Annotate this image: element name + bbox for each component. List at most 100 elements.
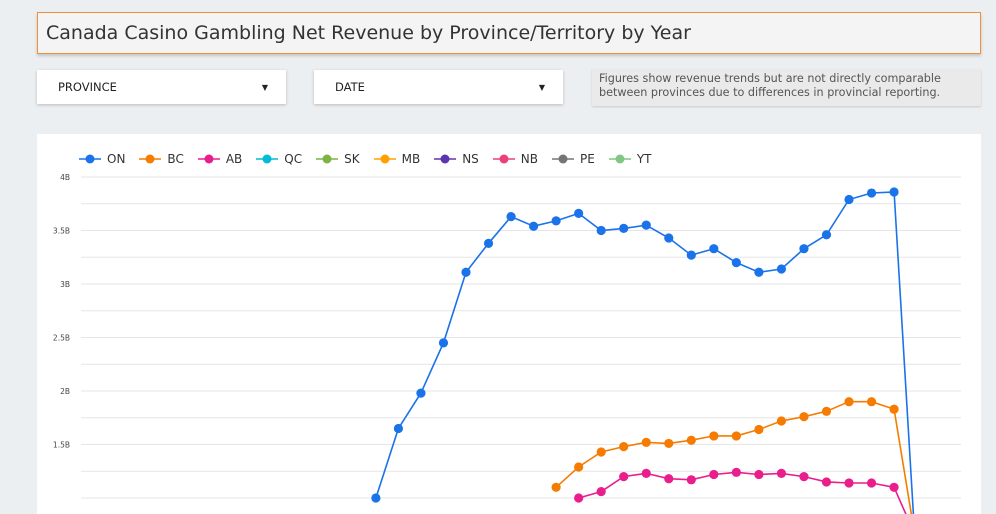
data-point-ab (866, 478, 877, 488)
data-point-bc (821, 406, 832, 416)
revenue-chart: ON BC AB QC SK MB NS NB PE YT 4B 3.5B 3B 2.5B 2B 1.5B (37, 134, 981, 514)
legend-swatch (256, 154, 279, 164)
legend-label: AB (225, 152, 243, 166)
data-point-on (754, 267, 764, 277)
legend-swatch-dot (615, 154, 625, 164)
legend-swatch-dot (322, 154, 332, 164)
data-point-bc (799, 412, 809, 422)
legend-swatch (434, 154, 457, 164)
legend-swatch-dot (558, 154, 568, 164)
legend-item-qc[interactable]: QC (256, 152, 302, 166)
data-point-on (799, 244, 809, 254)
reporting-note: Figures show revenue trends but are not … (592, 69, 981, 106)
data-point-on (641, 220, 651, 230)
legend-swatch (373, 154, 396, 164)
data-point-on (483, 238, 494, 248)
y-tick-label: 2.5B (53, 334, 70, 343)
date-dropdown[interactable]: DATE ▼ (314, 70, 563, 104)
province-dropdown-label: PROVINCE (58, 80, 117, 94)
data-point-bc (731, 431, 741, 441)
data-point-ab (844, 478, 854, 488)
chart-plot: 4B 3.5B 3B 2.5B 2B 1.5B (53, 173, 961, 514)
legend-label: MB (401, 152, 421, 166)
data-point-ab (821, 477, 832, 487)
data-point-ab (596, 486, 606, 497)
data-point-bc (641, 437, 651, 447)
data-point-bc (619, 442, 629, 452)
data-point-bc (754, 424, 764, 435)
data-point-on (731, 258, 741, 268)
data-point-on (709, 244, 719, 254)
legend-item-pe[interactable]: PE (552, 152, 595, 166)
data-point-ab (709, 469, 719, 480)
legend-swatch (316, 154, 339, 164)
legend-swatch-dot (85, 154, 95, 164)
data-point-ab (776, 468, 787, 478)
data-point-on (461, 267, 471, 277)
data-point-bc (686, 435, 696, 445)
data-point-on (574, 208, 584, 218)
data-point-ab (731, 467, 741, 477)
legend-item-ns[interactable]: NS (434, 152, 479, 166)
y-tick-label: 1.5B (53, 441, 70, 450)
data-point-ab (619, 472, 629, 482)
legend-item-sk[interactable]: SK (316, 152, 360, 166)
page-title-text: Canada Casino Gambling Net Revenue by Pr… (46, 22, 691, 44)
data-point-on (619, 223, 629, 233)
legend-label: SK (344, 152, 360, 166)
legend-label: ON (107, 152, 126, 166)
legend-swatch-dot (262, 154, 272, 164)
legend-swatch-dot (145, 154, 155, 164)
reporting-note-text: Figures show revenue trends but are not … (599, 72, 941, 99)
data-point-on (596, 225, 606, 236)
page-title: Canada Casino Gambling Net Revenue by Pr… (37, 12, 981, 54)
series-line-ab (578, 471, 907, 514)
legend-swatch (492, 154, 515, 164)
legend-item-on[interactable]: ON (79, 152, 125, 166)
y-tick-label: 3.5B (53, 227, 70, 236)
data-point-ab (754, 469, 764, 480)
data-point-on (776, 264, 787, 274)
legend-label: NS (462, 152, 479, 166)
data-point-bc (776, 416, 787, 426)
legend-swatch-dot (499, 154, 509, 164)
data-point-ab (574, 493, 584, 503)
data-point-on (821, 230, 832, 240)
data-point-on (438, 338, 449, 348)
legend-swatch (608, 154, 631, 164)
legend-item-mb[interactable]: MB (373, 152, 421, 166)
legend-swatch (79, 154, 101, 164)
data-point-on (686, 250, 696, 260)
legend-swatch-dot (380, 154, 390, 164)
legend-swatch-dot (204, 154, 214, 164)
series-line-bc (555, 400, 913, 514)
date-dropdown-label: DATE (335, 80, 365, 94)
caret-down-icon: ▼ (538, 82, 545, 92)
data-point-bc (844, 397, 854, 407)
legend-item-nb[interactable]: NB (492, 152, 538, 166)
legend-label: YT (636, 152, 652, 166)
data-point-on (844, 194, 854, 205)
data-point-bc (551, 482, 561, 492)
legend-swatch (552, 154, 575, 164)
data-point-on (393, 423, 404, 434)
legend-label: PE (580, 152, 595, 166)
y-tick-label: 2B (60, 387, 70, 396)
province-dropdown[interactable]: PROVINCE ▼ (37, 70, 286, 104)
legend-swatch (197, 154, 220, 164)
legend-item-ab[interactable]: AB (197, 152, 243, 166)
legend-swatch (139, 154, 162, 164)
legend-item-yt[interactable]: YT (608, 152, 652, 166)
data-point-on (664, 233, 674, 243)
legend-item-bc[interactable]: BC (139, 152, 184, 166)
legend-label: QC (284, 152, 303, 166)
data-point-bc (664, 438, 674, 449)
data-point-on (416, 388, 426, 398)
data-point-ab (686, 475, 696, 485)
data-point-on (866, 188, 877, 198)
data-point-ab (889, 482, 899, 492)
y-tick-label: 4B (60, 173, 70, 182)
data-point-bc (709, 431, 719, 441)
data-point-on (889, 187, 899, 197)
data-point-bc (574, 462, 584, 472)
